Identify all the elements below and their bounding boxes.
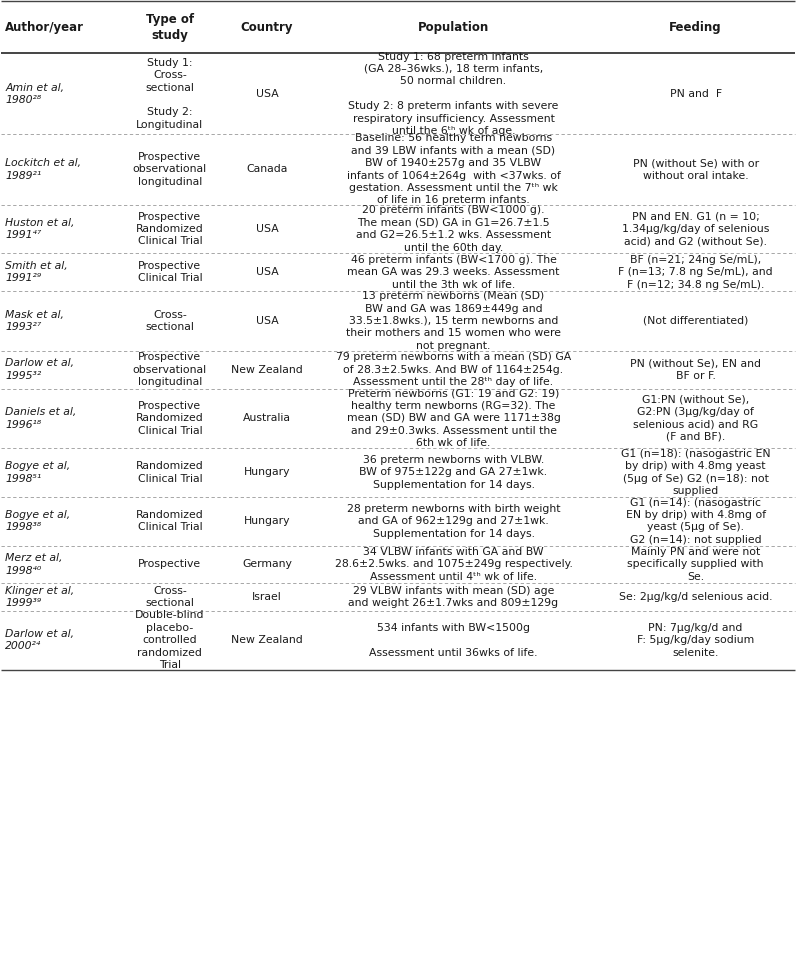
Text: BF (n=21; 24ng Se/mL),
F (n=13; 7.8 ng Se/mL), and
F (n=12; 34.8 ng Se/mL).: BF (n=21; 24ng Se/mL), F (n=13; 7.8 ng S… xyxy=(618,255,773,290)
Text: Double-blind
placebo-
controlled
randomized
Trial: Double-blind placebo- controlled randomi… xyxy=(135,611,205,670)
Text: Prospective
Randomized
Clinical Trial: Prospective Randomized Clinical Trial xyxy=(136,401,204,435)
Text: PN (without Se), EN and
BF or F.: PN (without Se), EN and BF or F. xyxy=(630,359,761,381)
Text: 534 infants with BW<1500g

Assessment until 36wks of life.: 534 infants with BW<1500g Assessment unt… xyxy=(369,623,538,657)
Text: 20 preterm infants (BW<1000 g).
The mean (SD) GA in G1=26.7±1.5
and G2=26.5±1.2 : 20 preterm infants (BW<1000 g). The mean… xyxy=(356,206,551,253)
Text: Se: 2μg/kg/d selenious acid.: Se: 2μg/kg/d selenious acid. xyxy=(618,592,772,602)
Text: Bogye et al,
1998⁵¹: Bogye et al, 1998⁵¹ xyxy=(6,461,71,483)
Text: 46 preterm infants (BW<1700 g). The
mean GA was 29.3 weeks. Assessment
until the: 46 preterm infants (BW<1700 g). The mean… xyxy=(347,255,560,290)
Text: Hungary: Hungary xyxy=(244,516,291,526)
Text: Huston et al,
1991⁴⁷: Huston et al, 1991⁴⁷ xyxy=(6,218,75,240)
Text: Canada: Canada xyxy=(247,165,287,174)
Text: Country: Country xyxy=(241,21,293,33)
Text: Population: Population xyxy=(418,21,490,33)
Text: Cross-
sectional: Cross- sectional xyxy=(146,310,194,332)
Text: G1 (n=14): (nasogastric
EN by drip) with 4.8mg of
yeast (5μg of Se).
G2 (n=14): : G1 (n=14): (nasogastric EN by drip) with… xyxy=(626,498,766,545)
Text: Randomized
Clinical Trial: Randomized Clinical Trial xyxy=(136,510,204,532)
Text: PN and  F: PN and F xyxy=(669,89,722,99)
Text: 79 preterm newborns with a mean (SD) GA
of 28.3±2.5wks. And BW of 1164±254g.
Ass: 79 preterm newborns with a mean (SD) GA … xyxy=(336,352,572,387)
Text: Lockitch et al,
1989²¹: Lockitch et al, 1989²¹ xyxy=(6,158,81,181)
Text: Randomized
Clinical Trial: Randomized Clinical Trial xyxy=(136,461,204,483)
Text: Feeding: Feeding xyxy=(669,21,722,33)
Text: Author/year: Author/year xyxy=(6,21,84,33)
Text: Mask et al,
1993²⁷: Mask et al, 1993²⁷ xyxy=(6,310,64,332)
Text: 36 preterm newborns with VLBW.
BW of 975±122g and GA 27±1wk.
Supplementation for: 36 preterm newborns with VLBW. BW of 975… xyxy=(360,455,548,490)
Text: Preterm newborns (G1: 19 and G2: 19)
healthy term newborns (RG=32). The
mean (SD: Preterm newborns (G1: 19 and G2: 19) hea… xyxy=(346,389,560,448)
Text: Darlow et al,
2000²⁴: Darlow et al, 2000²⁴ xyxy=(6,629,74,652)
Text: Prospective
observational
longitudinal: Prospective observational longitudinal xyxy=(133,352,207,387)
Text: Type of
study: Type of study xyxy=(146,12,194,42)
Text: Study 1:
Cross-
sectional

Study 2:
Longitudinal: Study 1: Cross- sectional Study 2: Longi… xyxy=(136,57,204,130)
Text: G1:PN (without Se),
G2:PN (3μg/kg/day of
selenious acid) and RG
(F and BF).: G1:PN (without Se), G2:PN (3μg/kg/day of… xyxy=(633,394,758,442)
Text: Prospective: Prospective xyxy=(139,560,201,569)
Text: 13 preterm newborns (Mean (SD)
BW and GA was 1869±449g and
33.5±1.8wks.), 15 ter: 13 preterm newborns (Mean (SD) BW and GA… xyxy=(346,291,561,351)
Text: Prospective
Randomized
Clinical Trial: Prospective Randomized Clinical Trial xyxy=(136,211,204,246)
Text: Darlow et al,
1995³²: Darlow et al, 1995³² xyxy=(6,359,74,381)
Text: Amin et al,
1980²⁸: Amin et al, 1980²⁸ xyxy=(6,82,64,105)
Text: 29 VLBW infants with mean (SD) age
and weight 26±1.7wks and 809±129g: 29 VLBW infants with mean (SD) age and w… xyxy=(349,586,559,608)
Text: Germany: Germany xyxy=(242,560,292,569)
Text: Australia: Australia xyxy=(243,413,291,423)
Text: Hungary: Hungary xyxy=(244,467,291,478)
Text: 28 preterm newborns with birth weight
and GA of 962±129g and 27±1wk.
Supplementa: 28 preterm newborns with birth weight an… xyxy=(347,503,560,539)
Text: USA: USA xyxy=(256,267,279,278)
Text: USA: USA xyxy=(256,316,279,326)
Text: PN and EN. G1 (n = 10;
1.34μg/kg/day of selenious
acid) and G2 (without Se).: PN and EN. G1 (n = 10; 1.34μg/kg/day of … xyxy=(622,211,769,246)
Text: Bogye et al,
1998³⁸: Bogye et al, 1998³⁸ xyxy=(6,510,71,532)
Text: 34 VLBW infants with GA and BW
28.6±2.5wks. and 1075±249g respectively.
Assessme: 34 VLBW infants with GA and BW 28.6±2.5w… xyxy=(334,547,572,582)
Text: (Not differentiated): (Not differentiated) xyxy=(643,316,748,326)
Text: Baseline: 56 healthy term newborns
and 39 LBW infants with a mean (SD)
BW of 194: Baseline: 56 healthy term newborns and 3… xyxy=(346,133,560,206)
Text: PN: 7μg/kg/d and
F: 5μg/kg/day sodium
selenite.: PN: 7μg/kg/d and F: 5μg/kg/day sodium se… xyxy=(637,623,755,657)
Text: Prospective
Clinical Trial: Prospective Clinical Trial xyxy=(138,261,202,283)
Text: Israel: Israel xyxy=(252,592,282,602)
Text: Study 1: 68 preterm infants
(GA 28–36wks.), 18 term infants,
50 normal children.: Study 1: 68 preterm infants (GA 28–36wks… xyxy=(349,52,559,136)
Text: Klinger et al,
1999³⁹: Klinger et al, 1999³⁹ xyxy=(6,586,75,608)
Text: Prospective
observational
longitudinal: Prospective observational longitudinal xyxy=(133,152,207,187)
Text: USA: USA xyxy=(256,224,279,234)
Text: New Zealand: New Zealand xyxy=(231,365,303,374)
Text: Mainly PN and were not
specifically supplied with
Se.: Mainly PN and were not specifically supp… xyxy=(627,547,764,582)
Text: PN (without Se) with or
without oral intake.: PN (without Se) with or without oral int… xyxy=(633,158,759,181)
Text: Cross-
sectional: Cross- sectional xyxy=(146,586,194,608)
Text: G1 (n=18): (nasogastric EN
by drip) with 4.8mg yeast
(5μg of Se) G2 (n=18): not
: G1 (n=18): (nasogastric EN by drip) with… xyxy=(621,449,771,496)
Text: New Zealand: New Zealand xyxy=(231,635,303,645)
Text: Daniels et al,
1996¹⁸: Daniels et al, 1996¹⁸ xyxy=(6,407,76,430)
Text: Merz et al,
1998⁴⁰: Merz et al, 1998⁴⁰ xyxy=(6,553,63,576)
Text: Smith et al,
1991²⁹: Smith et al, 1991²⁹ xyxy=(6,261,68,283)
Text: USA: USA xyxy=(256,89,279,99)
